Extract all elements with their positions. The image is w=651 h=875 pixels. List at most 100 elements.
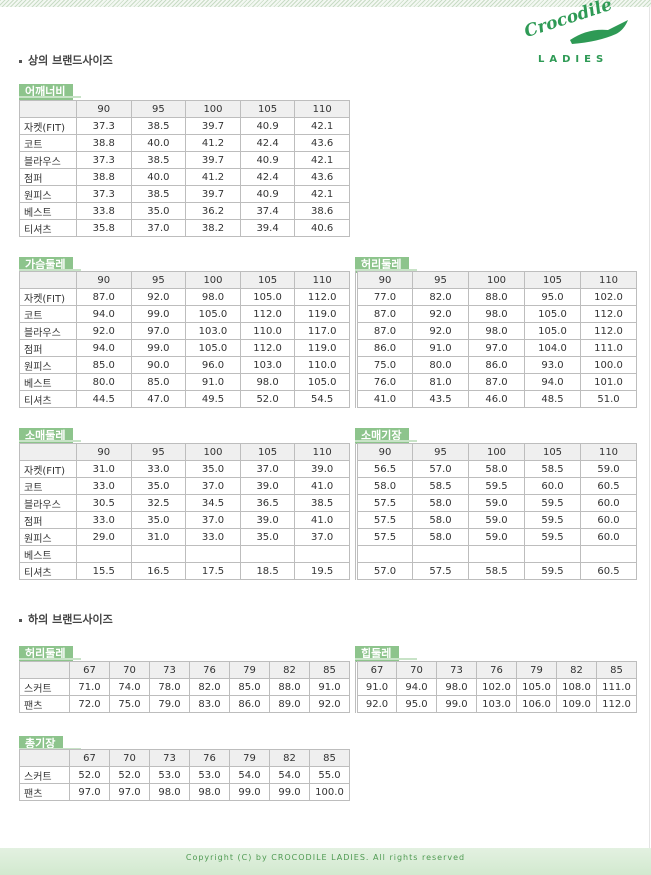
- cell: 111.0: [580, 339, 637, 357]
- row: 블라우스 37.3 38.5 39.7 40.9 42.1: [19, 151, 350, 169]
- table-title: 어깨너비: [19, 84, 74, 100]
- row-label: 자켓(FIT): [19, 117, 77, 135]
- column-header: 105: [239, 271, 296, 289]
- column-header: 95: [130, 271, 187, 289]
- table-title: 소매기장: [355, 428, 410, 444]
- cell: 35.0: [239, 528, 296, 546]
- cell: 37.4: [239, 202, 296, 220]
- row: [356, 545, 637, 563]
- cell: 83.0: [189, 695, 230, 713]
- cell: 80.0: [76, 373, 132, 391]
- row: 블라우스 30.5 32.5 34.5 36.5 38.5: [19, 494, 350, 512]
- row-label: 점퍼: [19, 511, 77, 529]
- cell: 58.0: [412, 511, 469, 529]
- cell: 42.1: [294, 151, 350, 169]
- cell: 49.5: [185, 390, 241, 408]
- row: 점퍼 38.8 40.0 41.2 42.4 43.6: [19, 168, 350, 186]
- cell: 112.0: [239, 339, 296, 357]
- table-tag: 총기장: [19, 732, 82, 752]
- column-header: 79: [229, 749, 270, 767]
- cell: 98.0: [189, 783, 230, 801]
- cell: [468, 545, 525, 563]
- corner-cell: [19, 443, 77, 461]
- cell: 38.8: [76, 134, 132, 152]
- row-label: 티셔츠: [19, 562, 77, 580]
- cell: 42.4: [239, 134, 296, 152]
- cell: 112.0: [596, 695, 637, 713]
- row: 92.0 95.0 99.0 103.0 106.0 109.0 112.0: [356, 695, 637, 713]
- header-row: 67 70 73 76 79 82 85: [19, 749, 350, 767]
- cell: 39.4: [239, 219, 296, 237]
- cell: 37.0: [185, 511, 241, 529]
- logo-sub: LADIES: [538, 54, 609, 65]
- cell: 43.6: [294, 168, 350, 186]
- cell: [356, 545, 413, 563]
- cell: 86.0: [356, 339, 413, 357]
- cell: 58.0: [412, 494, 469, 512]
- cell: 87.0: [356, 322, 413, 340]
- row: 75.0 80.0 86.0 93.0 100.0: [356, 356, 637, 374]
- size-table: 90 95 100 105 110 56.5 57.0 58.0 58.5 59.0 58.0 58.…: [355, 443, 637, 580]
- cell: 16.5: [130, 562, 187, 580]
- header-row: 67 70 73 76 79 82 85: [356, 661, 637, 679]
- cell: 91.0: [412, 339, 469, 357]
- column-header: 90: [76, 443, 132, 461]
- column-header: 90: [356, 271, 413, 289]
- row: 자켓(FIT) 31.0 33.0 35.0 37.0 39.0: [19, 460, 350, 478]
- cell: 34.5: [185, 494, 241, 512]
- cell: 74.0: [109, 678, 150, 696]
- row: 베스트: [19, 545, 350, 563]
- table-tag: 소매기장: [355, 424, 418, 444]
- table-tag: 가슴둘레: [19, 253, 82, 273]
- column-header: 70: [109, 749, 150, 767]
- header-row: 67 70 73 76 79 82 85: [19, 661, 350, 679]
- cell: 100.0: [580, 356, 637, 374]
- cell: 39.0: [239, 511, 296, 529]
- cell: 48.5: [524, 390, 581, 408]
- row: 91.0 94.0 98.0 102.0 105.0 108.0 111.0: [356, 678, 637, 696]
- cell: 57.5: [356, 494, 413, 512]
- cell: 89.0: [269, 695, 310, 713]
- corner-cell: [19, 271, 77, 289]
- column-header: 90: [356, 443, 413, 461]
- cell: 38.2: [185, 219, 241, 237]
- cell: 102.0: [476, 678, 517, 696]
- column-header: 79: [229, 661, 270, 679]
- row: 코트 33.0 35.0 37.0 39.0 41.0: [19, 477, 350, 495]
- cell: 78.0: [149, 678, 190, 696]
- row-label: 티셔츠: [19, 390, 77, 408]
- table-title: 힙둘레: [355, 646, 400, 662]
- cell: 57.5: [356, 511, 413, 529]
- row: 87.0 92.0 98.0 105.0 112.0: [356, 322, 637, 340]
- table-tag: 허리둘레: [355, 253, 418, 273]
- cell: 43.5: [412, 390, 469, 408]
- cell: 37.3: [76, 185, 132, 203]
- cell: 55.0: [309, 766, 350, 784]
- row-label: 자켓(FIT): [19, 288, 77, 306]
- top-bar: [0, 0, 651, 7]
- row: 57.5 58.0 59.0 59.5 60.0: [356, 528, 637, 546]
- header-row: 90 95 100 105 110: [356, 443, 637, 461]
- cell: 35.0: [130, 511, 187, 529]
- row-label: 베스트: [19, 202, 77, 220]
- cell: 41.0: [294, 511, 350, 529]
- cell: 77.0: [356, 288, 413, 306]
- row: 베스트 80.0 85.0 91.0 98.0 105.0: [19, 373, 350, 391]
- column-header: 67: [69, 661, 110, 679]
- cell: 38.8: [76, 168, 132, 186]
- cell: 46.0: [468, 390, 525, 408]
- cell: 36.2: [185, 202, 241, 220]
- row-label: 블라우스: [19, 322, 77, 340]
- column-header: 73: [149, 749, 190, 767]
- cell: 87.0: [76, 288, 132, 306]
- cell: 52.0: [239, 390, 296, 408]
- cell: 38.5: [130, 151, 187, 169]
- row: 57.5 58.0 59.0 59.5 60.0: [356, 511, 637, 529]
- cell: 58.5: [412, 477, 469, 495]
- cell: 59.5: [524, 494, 581, 512]
- row: 57.5 58.0 59.0 59.5 60.0: [356, 494, 637, 512]
- column-header: 79: [516, 661, 557, 679]
- cell: 35.0: [130, 477, 187, 495]
- cell: 56.5: [356, 460, 413, 478]
- cell: 86.0: [229, 695, 270, 713]
